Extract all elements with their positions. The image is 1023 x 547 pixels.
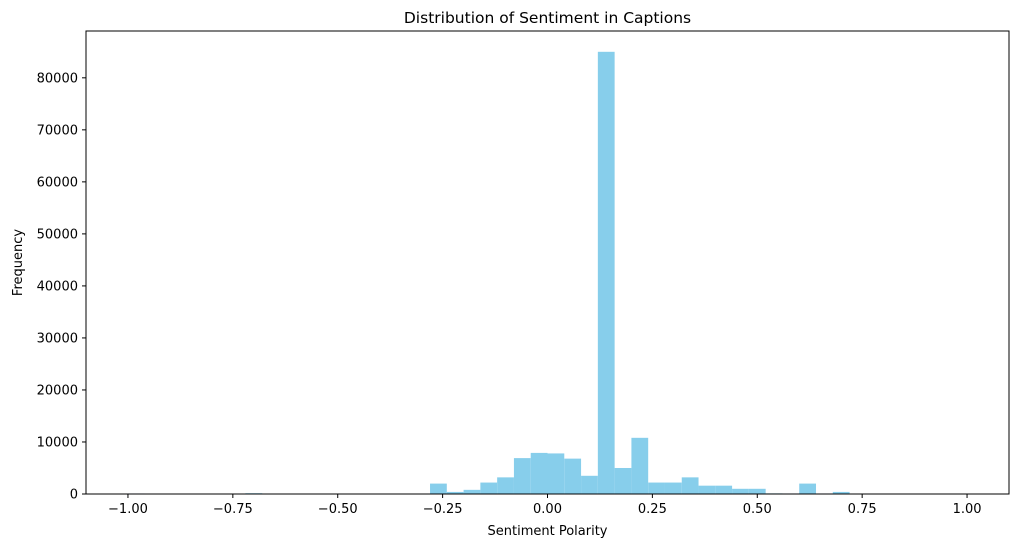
x-tick-label: 0.75	[848, 502, 877, 517]
histogram-bar	[513, 458, 531, 494]
histogram-bar	[497, 477, 514, 494]
histogram-bar	[480, 482, 498, 494]
x-tick-label: 0.00	[533, 502, 562, 517]
x-tick-label: 0.50	[743, 502, 772, 517]
histogram-bar	[664, 482, 682, 494]
histogram-bar	[799, 483, 817, 494]
histogram-bar	[614, 467, 632, 494]
chart-title: Distribution of Sentiment in Captions	[404, 9, 691, 27]
x-tick-label: 0.25	[638, 502, 667, 517]
histogram-bar	[463, 489, 481, 494]
y-tick-label: 30000	[37, 331, 78, 346]
y-axis-label: Frequency	[11, 229, 26, 296]
y-tick-label: 40000	[37, 279, 78, 294]
histogram-bars	[127, 51, 968, 494]
histogram-bar	[564, 458, 582, 494]
x-tick-label: −0.25	[423, 502, 463, 517]
histogram-bar	[446, 491, 464, 494]
x-axis-label: Sentiment Polarity	[488, 524, 608, 539]
x-tick-label: −1.00	[108, 502, 148, 517]
histogram-bar	[698, 485, 716, 494]
y-axis-ticks: 0 10000 20000 30000 40000 50000 60000 70000 8000…	[37, 71, 86, 503]
histogram-bar	[547, 453, 565, 494]
histogram-bar	[681, 477, 699, 494]
histogram-bar	[530, 452, 548, 494]
x-tick-label: −0.75	[213, 502, 253, 517]
histogram-bar	[597, 51, 615, 494]
histogram-bar	[581, 475, 598, 494]
histogram-bar	[430, 483, 447, 494]
histogram-bar	[748, 488, 766, 494]
histogram-bar	[832, 491, 850, 494]
x-tick-label: −0.50	[318, 502, 358, 517]
y-tick-label: 10000	[37, 435, 78, 450]
y-tick-label: 0	[70, 488, 78, 503]
y-tick-label: 70000	[37, 123, 78, 138]
y-tick-label: 60000	[37, 175, 78, 190]
x-axis-ticks: −1.00 −0.75 −0.50 −0.25 0.00 0.25 0.50 0.75 1.00	[108, 494, 982, 517]
histogram-bar	[631, 437, 649, 494]
histogram-bar	[648, 482, 665, 494]
y-tick-label: 80000	[37, 71, 78, 86]
histogram-bar	[715, 485, 733, 494]
x-tick-label: 1.00	[953, 502, 982, 517]
y-tick-label: 20000	[37, 383, 78, 398]
y-tick-label: 50000	[37, 227, 78, 242]
histogram-bar	[732, 488, 749, 494]
